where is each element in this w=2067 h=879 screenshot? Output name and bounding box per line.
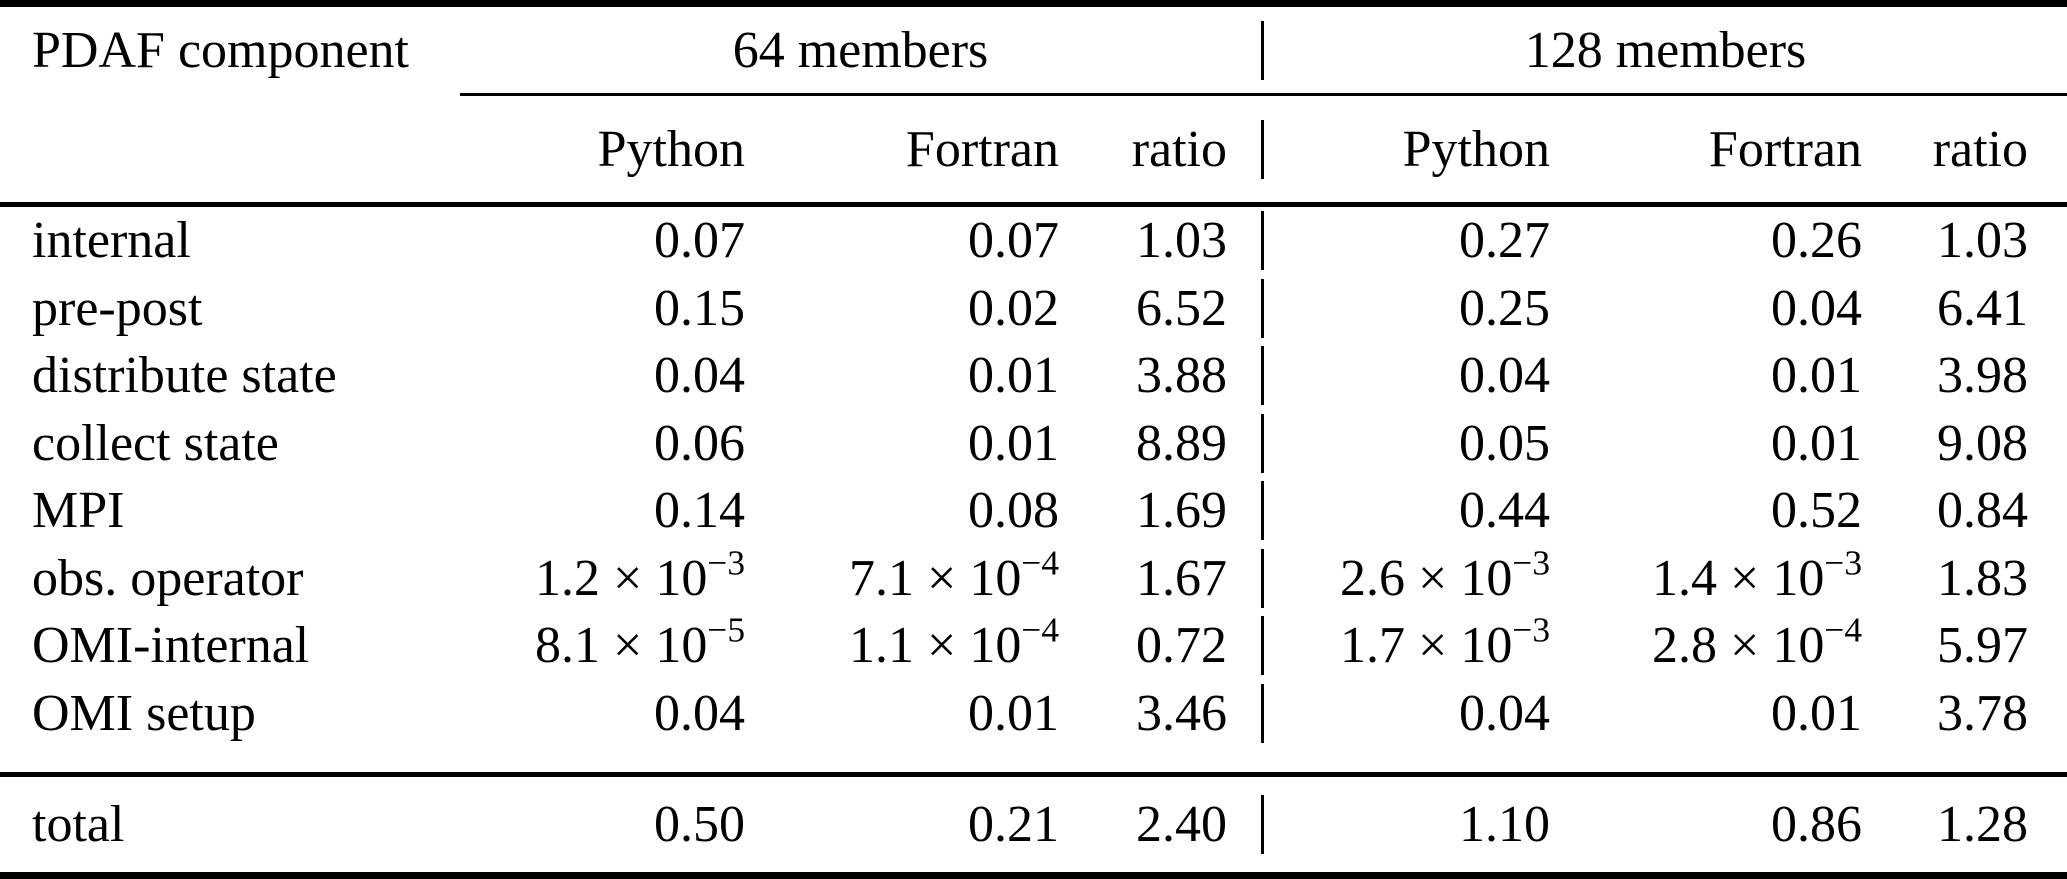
subheader-python-64: Python	[597, 120, 745, 178]
cell-python-128: 0.27	[1459, 212, 1550, 270]
cell-ratio-64: 8.89	[1059, 413, 1264, 473]
cell-ratio-128: 1.03	[1937, 212, 2028, 270]
cell-fortran-128: 2.8 × 10−4	[1652, 609, 1862, 675]
subheader-python-128: Python	[1402, 120, 1550, 178]
table-top-rule	[0, 0, 2067, 7]
cell-python-128: 2.6 × 10−3	[1340, 542, 1550, 607]
cell-fortran-128: 0.01	[1771, 414, 1862, 472]
table-total-section: total 0.50 0.21 2.40 1.10 0.86 1.28	[0, 777, 2067, 872]
cell-fortran-128: 0.01	[1771, 347, 1862, 405]
table-group-header-row: PDAF component 64 members 128 members	[0, 7, 2067, 93]
row-label: OMI setup	[32, 684, 256, 742]
cell-fortran-64: 7.1 × 10−4	[849, 542, 1059, 607]
cell-python-128: 1.7 × 10−3	[1340, 609, 1550, 675]
cell-fortran-128: 0.86	[1771, 796, 1862, 853]
row-label: pre-post	[32, 279, 203, 337]
table-row: OMI setup 0.04 0.01 3.46 0.04 0.01 3.78	[0, 680, 2067, 748]
cell-fortran-64: 0.01	[968, 684, 1059, 742]
cell-ratio-128: 0.84	[1937, 482, 2028, 540]
corner-header: PDAF component	[32, 21, 409, 79]
cell-ratio-128: 1.28	[1937, 796, 2028, 853]
row-label: internal	[32, 212, 191, 270]
table-row: obs. operator 1.2 × 10−3 7.1 × 10−4 1.67 2.6…	[0, 545, 2067, 613]
table-subheader-row: Python Fortran ratio Python Fortran rati…	[0, 96, 2067, 202]
cell-fortran-128: 1.4 × 10−3	[1652, 542, 1862, 607]
subheader-fortran-64: Fortran	[905, 120, 1059, 178]
header-separator-rule	[0, 202, 2067, 207]
table-row: distribute state 0.04 0.01 3.88 0.04 0.01 3.98	[0, 342, 2067, 410]
table-row: internal 0.07 0.07 1.03 0.27 0.26 1.03	[0, 207, 2067, 275]
cell-fortran-64: 0.01	[968, 347, 1059, 405]
cell-fortran-64: 0.21	[968, 796, 1059, 853]
subheader-fortran-128: Fortran	[1708, 120, 1862, 178]
cell-fortran-128: 0.52	[1771, 482, 1862, 540]
cell-fortran-128: 0.26	[1771, 212, 1862, 270]
cell-ratio-128: 3.78	[1937, 684, 2028, 742]
cell-fortran-64: 0.07	[968, 212, 1059, 270]
table-row: MPI 0.14 0.08 1.69 0.44 0.52 0.84	[0, 477, 2067, 545]
cell-python-64: 0.07	[654, 212, 745, 270]
table-bottom-rule	[0, 872, 2067, 879]
cell-ratio-128: 9.08	[1937, 414, 2028, 472]
group-header-128-members: 128 members	[1524, 21, 1807, 79]
cell-ratio-128: 1.83	[1937, 549, 2028, 607]
group-header-64-members: 64 members	[460, 20, 1264, 80]
row-label: collect state	[32, 414, 279, 472]
cell-python-64: 0.06	[654, 414, 745, 472]
row-label: obs. operator	[32, 549, 304, 607]
cell-fortran-64: 1.1 × 10−4	[849, 609, 1059, 675]
cell-fortran-64: 0.02	[968, 279, 1059, 337]
table-body: internal 0.07 0.07 1.03 0.27 0.26 1.03 pre-post…	[0, 207, 2067, 747]
cell-python-64: 8.1 × 10−5	[535, 609, 745, 675]
cell-ratio-64: 1.69	[1059, 481, 1264, 541]
cell-ratio-128: 6.41	[1937, 279, 2028, 337]
subheader-ratio-64: ratio	[1059, 119, 1264, 179]
cell-ratio-64: 1.67	[1059, 548, 1264, 608]
cell-ratio-64: 3.46	[1059, 683, 1264, 743]
cell-ratio-128: 5.97	[1937, 617, 2028, 675]
row-label: total	[32, 796, 125, 853]
table-row: OMI-internal 8.1 × 10−5 1.1 × 10−4 0.72 1.7 …	[0, 612, 2067, 680]
cell-python-128: 0.04	[1459, 684, 1550, 742]
cell-ratio-64: 6.52	[1059, 278, 1264, 338]
body-total-spacer	[0, 747, 2067, 772]
row-label: OMI-internal	[32, 617, 310, 675]
row-label: distribute state	[32, 347, 337, 405]
cell-fortran-128: 0.01	[1771, 684, 1862, 742]
cell-ratio-64: 1.03	[1059, 211, 1264, 271]
cell-ratio-64: 2.40	[1059, 795, 1264, 854]
cell-fortran-128: 0.04	[1771, 279, 1862, 337]
cell-ratio-64: 0.72	[1059, 616, 1264, 676]
cell-ratio-128: 3.98	[1937, 347, 2028, 405]
cell-python-64: 0.15	[654, 279, 745, 337]
group-header-underline-rule	[460, 93, 2067, 96]
cell-python-128: 0.44	[1459, 482, 1550, 540]
cell-python-128: 1.10	[1459, 796, 1550, 853]
table-total-row: total 0.50 0.21 2.40 1.10 0.86 1.28	[0, 777, 2067, 872]
table-row: collect state 0.06 0.01 8.89 0.05 0.01 9.08	[0, 410, 2067, 478]
cell-python-64: 0.04	[654, 347, 745, 405]
cell-fortran-64: 0.08	[968, 482, 1059, 540]
total-separator-rule	[0, 772, 2067, 777]
table-row: pre-post 0.15 0.02 6.52 0.25 0.04 6.41	[0, 275, 2067, 343]
row-label: MPI	[32, 482, 125, 540]
cell-ratio-64: 3.88	[1059, 346, 1264, 406]
cell-python-64: 1.2 × 10−3	[535, 542, 745, 607]
cell-python-64: 0.50	[654, 796, 745, 853]
cell-fortran-64: 0.01	[968, 414, 1059, 472]
cell-python-64: 0.14	[654, 482, 745, 540]
cell-python-128: 0.25	[1459, 279, 1550, 337]
cell-python-64: 0.04	[654, 684, 745, 742]
cell-python-128: 0.04	[1459, 347, 1550, 405]
cell-python-128: 0.05	[1459, 414, 1550, 472]
subheader-ratio-128: ratio	[1932, 120, 2028, 178]
